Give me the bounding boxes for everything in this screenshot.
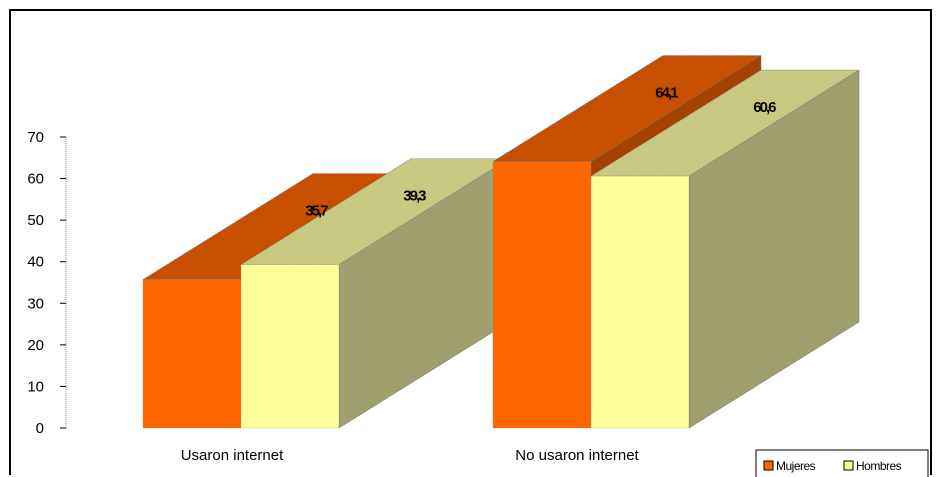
data-label: 35,7 bbox=[305, 203, 328, 220]
bar-mujeres-2 bbox=[491, 55, 763, 429]
bar-front-face bbox=[492, 161, 592, 429]
bar-hombres-2 bbox=[589, 69, 861, 429]
category-labels: Usaron internet No usaron internet bbox=[181, 447, 640, 464]
category-label: No usaron internet bbox=[515, 447, 639, 464]
y-tick-label: 70 bbox=[27, 129, 44, 146]
y-tick-label: 10 bbox=[27, 378, 44, 395]
data-label: 60,6 bbox=[753, 99, 776, 116]
data-label: 39,3 bbox=[403, 188, 426, 205]
bars bbox=[141, 55, 861, 429]
y-tick-label: 50 bbox=[27, 212, 44, 229]
y-tick-label: 0 bbox=[36, 420, 44, 437]
data-label: 64,1 bbox=[655, 85, 678, 102]
legend-label: Hombres bbox=[856, 459, 902, 473]
bar-hombres-1 bbox=[239, 158, 511, 429]
legend: Mujeres Hombres bbox=[755, 449, 929, 477]
bar-top-face bbox=[589, 69, 861, 177]
bar-top-face bbox=[491, 55, 763, 162]
y-axis: 0 10 20 30 40 50 60 70 bbox=[27, 129, 67, 437]
bar-front-face bbox=[590, 175, 690, 429]
bar-front-face bbox=[142, 279, 242, 429]
legend-swatch bbox=[843, 460, 854, 471]
y-tick-label: 30 bbox=[27, 295, 44, 312]
bar-front-face bbox=[240, 264, 340, 429]
category-label: Usaron internet bbox=[181, 447, 284, 464]
data-labels: 35,7 39,3 64,1 60,6 bbox=[305, 85, 778, 220]
legend-swatch bbox=[763, 460, 774, 471]
y-tick-label: 60 bbox=[27, 171, 44, 188]
y-tick-label: 20 bbox=[27, 337, 44, 354]
legend-label: Mujeres bbox=[776, 459, 816, 473]
legend-box bbox=[755, 449, 929, 477]
y-tick-label: 40 bbox=[27, 254, 44, 271]
